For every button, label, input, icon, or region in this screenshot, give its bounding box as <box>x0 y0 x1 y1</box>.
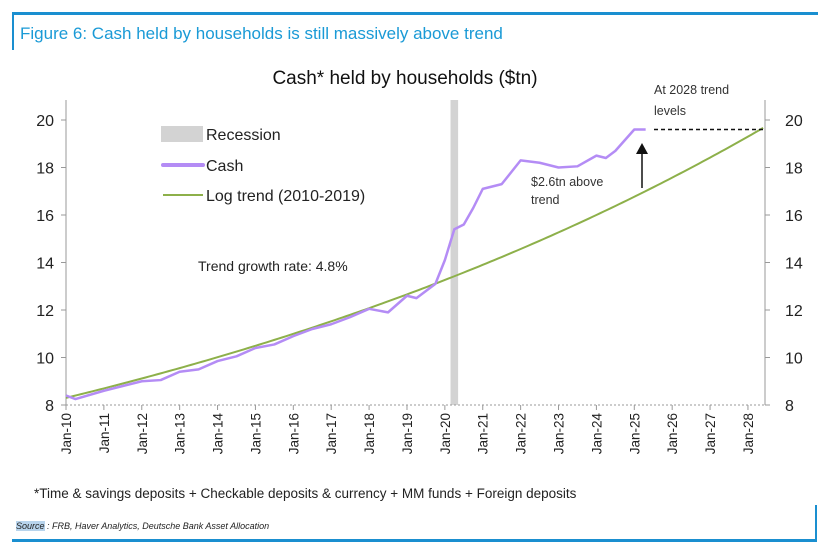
legend-trend-label: Log trend (2010-2019) <box>206 188 365 205</box>
x-tick-label: Jan-27 <box>703 413 718 454</box>
right-rule <box>815 505 817 541</box>
x-tick-label: Jan-11 <box>97 413 112 453</box>
x-tick-label: Jan-18 <box>362 413 377 454</box>
x-tick-label: Jan-23 <box>552 413 567 454</box>
x-tick-label: Jan-14 <box>211 413 226 455</box>
cash-line <box>65 128 646 401</box>
recession-bar <box>450 100 459 405</box>
y-tick-label-left: 20 <box>36 113 54 130</box>
x-tick-label: Jan-12 <box>135 413 150 454</box>
x-tick-label: Jan-25 <box>627 413 642 454</box>
x-tick-label: Jan-10 <box>59 413 74 454</box>
y-tick-label-right: 14 <box>785 256 803 273</box>
y-tick-label-right: 8 <box>785 398 794 415</box>
x-tick-label: Jan-15 <box>248 413 263 454</box>
chart-title: Cash* held by households ($tn) <box>272 68 537 89</box>
trend-line <box>65 127 764 399</box>
y-tick-label-right: 12 <box>785 303 803 320</box>
x-tick-label: Jan-19 <box>400 413 415 454</box>
x-tick-label: Jan-17 <box>324 413 339 454</box>
legend: Recession Cash Log trend (2010-2019) <box>161 126 365 205</box>
source-text: : FRB, Haver Analytics, Deutsche Bank As… <box>44 521 270 531</box>
gap-annotation-line1: $2.6tn above <box>531 175 603 189</box>
x-tick-label: Jan-28 <box>741 413 756 454</box>
x-tick-label: Jan-26 <box>665 413 680 454</box>
x-tick-label: Jan-13 <box>173 413 188 454</box>
y-tick-label-right: 20 <box>785 113 803 130</box>
chart: Cash* held by households ($tn) 8 8 10 10 12 1… <box>36 68 803 455</box>
x-tick-label: Jan-24 <box>589 413 604 455</box>
y-tick-label-left: 14 <box>36 256 54 273</box>
y-tick-label-left: 12 <box>36 303 54 320</box>
gap-annotation-line2: trend <box>531 193 560 207</box>
growth-rate-annotation: Trend growth rate: 4.8% <box>198 258 348 274</box>
legend-recession-swatch <box>161 126 203 142</box>
figure-title: Figure 6: Cash held by households is sti… <box>20 24 503 43</box>
y-tick-label-right: 10 <box>785 351 803 368</box>
bottom-rule <box>12 539 817 542</box>
source-line: Source : FRB, Haver Analytics, Deutsche … <box>16 521 269 531</box>
target-annotation-line2: levels <box>654 104 686 118</box>
y-tick-label-left: 10 <box>36 351 54 368</box>
y-tick-label-left: 8 <box>45 398 54 415</box>
gap-arrow-head-icon <box>636 143 648 154</box>
y-tick-label-right: 16 <box>785 208 803 225</box>
legend-cash-label: Cash <box>206 158 243 175</box>
y-tick-label-right: 18 <box>785 161 803 178</box>
x-tick-label: Jan-22 <box>514 413 529 454</box>
x-tick-label: Jan-16 <box>286 413 301 454</box>
source-label: Source <box>16 521 45 531</box>
legend-recession-label: Recession <box>206 127 281 144</box>
y-tick-label-left: 18 <box>36 161 54 178</box>
top-rule <box>12 12 818 15</box>
left-rule <box>12 12 14 50</box>
footnote: *Time & savings deposits + Checkable dep… <box>34 486 577 501</box>
y-tick-label-left: 16 <box>36 208 54 225</box>
x-tick-label: Jan-21 <box>476 413 491 454</box>
x-tick-label: Jan-20 <box>438 413 453 454</box>
target-annotation-line1: At 2028 trend <box>654 83 729 97</box>
